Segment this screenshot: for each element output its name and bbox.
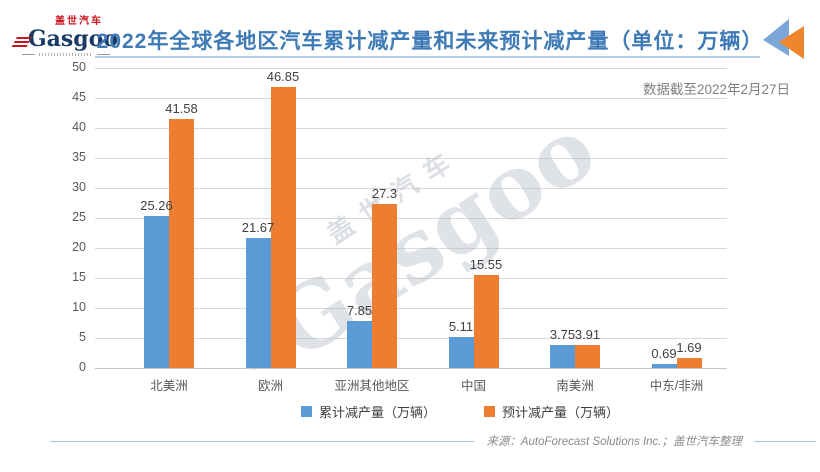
- gridline-y45: [95, 98, 727, 99]
- gridline-y40: [95, 128, 727, 129]
- gridline-y50: [95, 68, 727, 69]
- bar-value-label: 27.3: [371, 186, 398, 201]
- bar-cumulative-0: [144, 216, 169, 368]
- bar-value-label: 1.69: [676, 340, 702, 355]
- bar-value-label: 15.55: [469, 257, 503, 272]
- bar-forecast-4: [575, 345, 600, 368]
- x-category-label: 中东/非洲: [649, 379, 704, 393]
- y-axis-tick-label: 40: [72, 120, 86, 134]
- bar-value-label: 46.85: [266, 69, 300, 84]
- logo-tagline-divider: [14, 53, 118, 56]
- gridline-y35: [95, 158, 727, 159]
- legend-swatch-icon: [300, 406, 312, 417]
- y-axis-tick-label: 15: [72, 270, 86, 284]
- y-axis-tick-label: 10: [72, 300, 86, 314]
- gridline-y15: [95, 278, 727, 279]
- bar-forecast-3: [473, 275, 499, 368]
- y-axis-tick-label: 25: [72, 210, 86, 224]
- bar-cumulative-3: [448, 337, 474, 368]
- bar-value-label: 3.75: [549, 327, 576, 342]
- legend-label: 预计减产量（万辆）: [502, 405, 620, 420]
- gridline-y25: [95, 218, 727, 219]
- bar-cumulative-4: [550, 345, 575, 368]
- bar-value-label: 41.58: [165, 101, 198, 116]
- bar-value-label: 5.11: [448, 319, 474, 334]
- chart-page: 盖世汽车 Gasgoo 2022年全球各地区汽车累计减产量和未来预计减产量（单位…: [11, 16, 816, 449]
- bar-forecast-5: [676, 358, 702, 368]
- x-category-label: 南美洲: [556, 379, 594, 393]
- legend-swatch-icon: [484, 406, 495, 417]
- page-title: 2022年全球各地区汽车累计减产量和未来预计减产量（单位：万辆）: [96, 30, 764, 53]
- legend-label: 累计减产量（万辆）: [318, 405, 436, 420]
- footer-rule-left: [50, 440, 475, 442]
- play-triangles-icon: [763, 19, 804, 59]
- bar-chart: 0 5 10 15 20 25 30 35 40 45 50 25.26 41.58 北美洲 21.67 46…: [72, 60, 727, 393]
- bar-value-label: 21.67: [241, 220, 275, 235]
- bar-forecast-2: [372, 204, 397, 368]
- legend-item-forecast: 预计减产量（万辆）: [484, 402, 619, 421]
- y-axis-tick-label: 50: [72, 60, 86, 74]
- bar-value-label: 0.69: [651, 346, 677, 361]
- gridline-y0: [95, 368, 727, 369]
- gasgoo-logo: 盖世汽车 Gasgoo: [11, 16, 118, 56]
- title-underline: [95, 56, 760, 58]
- bar-cumulative-1: [245, 238, 271, 368]
- logo-brand-cn: 盖世汽车: [55, 16, 103, 27]
- bar-cumulative-2: [347, 321, 372, 368]
- y-axis-tick-label: 0: [79, 360, 86, 374]
- bar-forecast-0: [169, 119, 194, 368]
- gridline-y20: [95, 248, 727, 249]
- logo-brand-en: Gasgoo: [27, 26, 118, 52]
- y-axis-tick-label: 20: [72, 240, 86, 254]
- gridline-y30: [95, 188, 727, 189]
- data-cutoff-note: 数据截至2022年2月27日: [642, 82, 790, 97]
- source-text: 来源：AutoForecast Solutions Inc.；盖世汽车整理: [486, 436, 742, 448]
- x-category-label: 北美洲: [150, 379, 188, 393]
- x-category-label: 欧洲: [257, 379, 283, 393]
- logo-brand-row: Gasgoo: [11, 26, 118, 52]
- y-axis-tick-label: 5: [79, 330, 86, 344]
- bar-value-label: 7.85: [346, 303, 373, 318]
- bar-cumulative-5: [651, 364, 677, 368]
- y-axis-tick-label: 35: [72, 150, 86, 164]
- gridline-y5: [95, 338, 727, 339]
- legend-item-cumulative: 累计减产量（万辆）: [300, 402, 436, 421]
- y-axis-tick-label: 45: [72, 90, 86, 104]
- y-axis-tick-label: 30: [72, 180, 86, 194]
- x-category-label: 亚洲其他地区: [334, 379, 410, 393]
- footer: 来源：AutoForecast Solutions Inc.；盖世汽车整理: [50, 433, 816, 449]
- gridline-y10: [95, 308, 727, 309]
- footer-rule-right: [754, 440, 816, 442]
- bar-value-label: 3.91: [574, 327, 601, 342]
- chart-legend: 累计减产量（万辆） 预计减产量（万辆）: [130, 402, 790, 421]
- bar-value-label: 25.26: [140, 198, 173, 213]
- x-category-label: 中国: [460, 379, 486, 393]
- bar-forecast-1: [270, 87, 296, 368]
